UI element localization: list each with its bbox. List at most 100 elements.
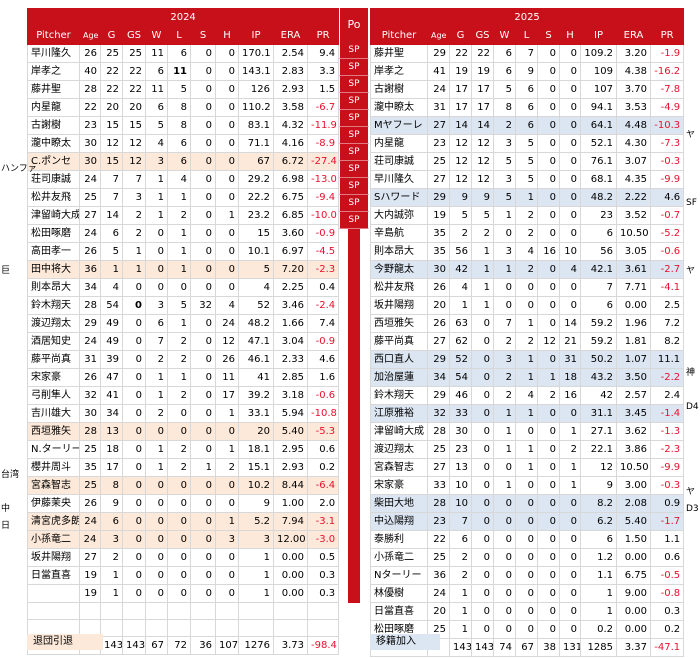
stat-l: 1	[515, 368, 538, 387]
legend-joined: 移籍加入	[370, 634, 440, 650]
stat-pr: 8.2	[649, 332, 685, 351]
stat-h: 0	[559, 116, 581, 135]
pitcher-name: 則本昂大	[27, 278, 80, 297]
position-cell: SP	[339, 127, 369, 144]
pitcher-row: 宋家豪 26 47 0 1 1 0 11 41 2.85 1.6	[27, 368, 340, 387]
stat-pr: 0.5	[306, 548, 340, 567]
stat-h: 1	[559, 422, 581, 441]
position-bar	[339, 586, 369, 603]
stat-l: 2	[167, 458, 191, 477]
stat-h: 0	[215, 278, 239, 297]
stat-era: 6.72	[273, 152, 308, 171]
stat-gs: 22	[122, 62, 146, 81]
stat-s	[190, 602, 216, 620]
stat-l: 1	[167, 224, 191, 243]
position-bar	[339, 484, 369, 501]
stat-h: 0	[559, 512, 581, 531]
stat-s: 0	[190, 332, 216, 351]
stat-age: 27	[79, 206, 101, 225]
stat-gs: 12	[122, 134, 146, 153]
stat-ip: 23.2	[238, 206, 274, 225]
stat-s: 16	[537, 242, 560, 261]
stat-ip: 71.1	[238, 134, 274, 153]
position-bar	[339, 229, 369, 246]
stat-w: 1	[493, 422, 516, 441]
stat-l: 1	[167, 314, 191, 333]
stat-g: 12	[449, 152, 472, 171]
stat-age: 20	[427, 602, 450, 621]
stat-ip: 22.2	[238, 188, 274, 207]
stat-w: 0	[145, 494, 168, 513]
stat-ip: 56	[580, 242, 617, 261]
stat-gs: 0	[122, 332, 146, 351]
stat-s: 0	[190, 386, 216, 405]
stat-gs: 0	[471, 404, 494, 423]
stat-ip: 76.1	[580, 152, 617, 171]
position-bar	[339, 331, 369, 348]
stat-g: 7	[100, 188, 123, 207]
stat-g: 62	[449, 332, 472, 351]
stat-gs: 0	[122, 368, 146, 387]
right-side-note: SF	[686, 198, 697, 208]
stat-gs: 0	[122, 314, 146, 333]
column-header-pr: PR	[649, 26, 685, 45]
stat-s: 0	[537, 458, 560, 477]
position-bar	[339, 382, 369, 399]
stat-h: 0	[559, 278, 581, 297]
stat-pr: 1.5	[306, 80, 340, 99]
pitcher-row: Sハワード 29 9 9 5 1 0 0 48.2 2.22 4.6	[370, 188, 685, 207]
pitcher-row: 藤平尚真 31 39 0 2 2 0 26 46.1 2.33 4.6	[27, 350, 340, 369]
stat-g: 25	[100, 44, 123, 63]
stat-age: 25	[427, 440, 450, 459]
stat-era: 6.85	[273, 206, 308, 225]
stat-g: 17	[449, 98, 472, 117]
stat-g: 1	[449, 296, 472, 315]
column-header-pitcher: Pitcher	[370, 26, 428, 45]
total-era: 3.37	[616, 638, 651, 657]
stat-gs: 1	[471, 296, 494, 315]
stat-g: 8	[100, 476, 123, 495]
stat-gs: 0	[122, 296, 146, 315]
pitcher-row: 荘司康誠 24 7 7 1 4 0 0 29.2 6.98 -13.0	[27, 170, 340, 189]
stat-w: 3	[145, 152, 168, 171]
stat-w: 1	[493, 260, 516, 279]
stat-s: 12	[537, 332, 560, 351]
stat-s: 1	[190, 458, 216, 477]
stat-age: 35	[427, 224, 450, 243]
stat-s: 0	[190, 440, 216, 459]
stat-age: 24	[427, 584, 450, 603]
stat-w: 0	[145, 566, 168, 585]
pitcher-row: 早川隆久 27 12 12 3 5 0 0 68.1 4.35 -9.9	[370, 170, 685, 189]
stat-pr: -9.9	[649, 170, 685, 189]
stat-l: 2	[167, 350, 191, 369]
stat-age: 35	[79, 458, 101, 477]
pitcher-name: C.ポンセ	[27, 152, 80, 171]
stat-era: 9.00	[616, 584, 651, 603]
stat-age: 30	[427, 260, 450, 279]
stat-g: 2	[449, 224, 472, 243]
stat-h: 0	[559, 206, 581, 225]
stat-ip: 50.2	[580, 350, 617, 369]
stat-s: 0	[190, 242, 216, 261]
pitcher-name: 柴田大地	[370, 494, 428, 513]
stat-g: 56	[449, 242, 472, 261]
stat-h: 0	[215, 242, 239, 261]
pitcher-name: 藤平尚真	[27, 350, 80, 369]
pitcher-name: 津留崎大成	[27, 206, 80, 225]
column-header-gs: GS	[122, 26, 146, 45]
stat-gs: 2	[122, 224, 146, 243]
pitcher-row: 坂井陽翔 20 1 1 0 0 0 0 6 0.00 2.5	[370, 296, 685, 315]
stat-g: 12	[449, 134, 472, 153]
column-header-l: L	[167, 26, 191, 45]
stat-w: 0	[493, 530, 516, 549]
stat-h: 0	[559, 584, 581, 603]
pitcher-name: 則本昂大	[370, 242, 428, 261]
stat-h: 0	[559, 494, 581, 513]
stat-pr: 2.4	[649, 386, 685, 405]
pitcher-name: 松井友飛	[27, 188, 80, 207]
stat-pr: -13.0	[306, 170, 340, 189]
stat-w: 0	[493, 620, 516, 639]
stat-era: 0.00	[273, 584, 308, 603]
stat-era: 2.25	[273, 278, 308, 297]
right-side-note: ヤ	[686, 130, 696, 140]
